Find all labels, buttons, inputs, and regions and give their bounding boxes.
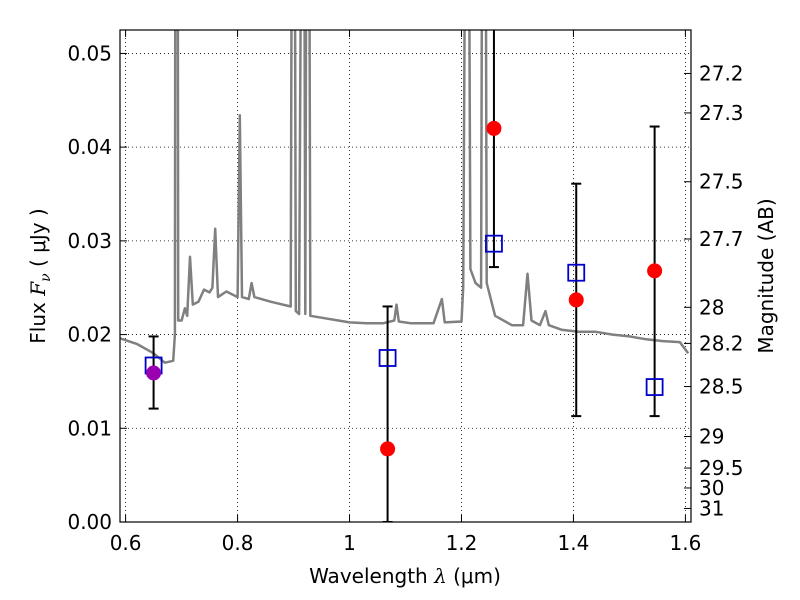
y-tick-label: 0.05 [67,41,112,65]
y2-tick-label: 28.5 [699,375,744,399]
y2-tick-label: 27.7 [699,227,744,251]
observed-point [380,441,396,457]
x-label-symbol: λ [433,564,447,588]
y2-tick-label: 28 [699,295,724,319]
observed-point [146,365,162,381]
model-spectrum-line [120,30,690,364]
x-tick-label: 1 [343,531,356,555]
y-label-unit: ( μJy ) [26,208,50,267]
x-tick-label: 1.4 [558,531,590,555]
observed-point [647,263,663,279]
model-point-square [645,378,664,396]
model-point-square [485,234,503,253]
y2-tick-label: 30 [699,476,724,500]
y-tick-label: 0.03 [67,229,112,253]
y-label-sub: ν [38,273,54,282]
x-label-unit: (μm) [453,564,501,588]
x-label-prefix: Wavelength [309,564,428,588]
y-tick-label: 0.02 [67,323,112,347]
x-tick-label: 1.6 [669,531,701,555]
y-label-prefix: Flux [26,302,50,344]
y-label-symbol: F [26,281,50,297]
y2-axis-label: Magnitude (AB) [754,198,778,353]
x-tick-label: 0.8 [222,531,254,555]
x-tick-label: 0.6 [110,531,142,555]
y2-tick-label: 27.5 [699,170,744,194]
y2-tick-label: 27.3 [699,101,744,125]
y-tick-label: 0.04 [67,135,112,159]
observed-point [568,292,584,308]
x-axis-label: Wavelength λ (μm) [309,564,501,588]
ticks: 0.6 0.8 1 1.2 1.4 1.6 0.00 0.01 0.02 0.03 0.04 0.05… [67,30,744,555]
y2-tick-label: 27.2 [699,61,744,85]
y-tick-label: 0.00 [67,510,112,534]
model-point-square [567,263,586,282]
y2-tick-label: 28.2 [699,331,744,355]
series-layer [120,30,690,522]
model-point-square [378,349,397,367]
plot-background [120,30,691,522]
y2-tick-label: 29.5 [699,456,744,480]
x-tick-label: 1.2 [446,531,478,555]
y-axis-label: Flux Fν ( μJy ) [26,208,54,343]
y2-tick-label: 29 [699,425,724,449]
observed-point [486,120,502,136]
y2-tick-label: 31 [699,496,724,520]
y-tick-label: 0.01 [67,416,112,440]
plot-frame [119,29,692,523]
